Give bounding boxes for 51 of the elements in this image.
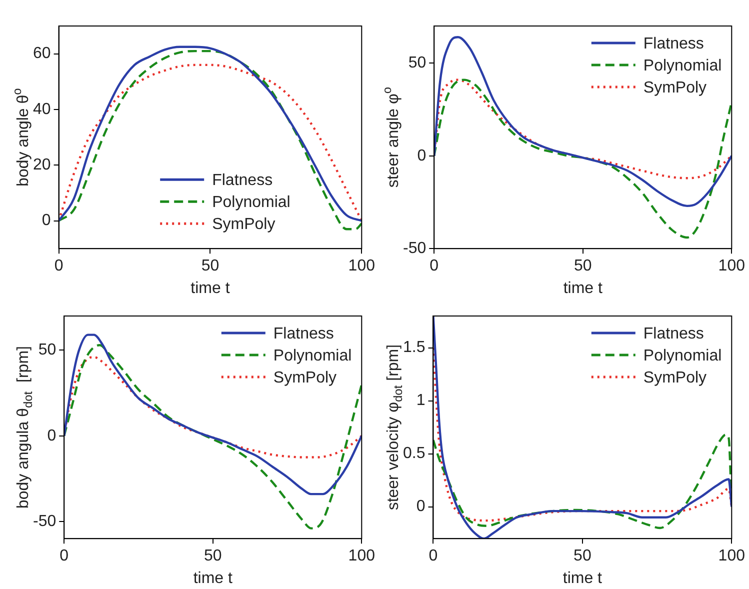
legend-label: Polynomial [643,57,722,74]
legend-label: SymPoly [643,369,707,386]
legend-label: Flatness [643,325,704,342]
y-tick-label: 1 [416,392,426,410]
legend-label: SymPoly [643,79,707,96]
legend-label: SymPoly [212,216,276,234]
y-axis-title: body angula θdot [rpm] [15,346,35,509]
x-axis-title: time t [193,570,233,587]
x-tick-label: 50 [204,548,222,565]
y-axis-title: body angle θo [10,88,32,186]
x-axis-title: time t [562,570,603,587]
legend-label: Flatness [643,35,704,52]
line-series [433,346,732,522]
y-tick-label: 40 [33,100,51,118]
legend-label: Flatness [212,172,273,190]
y-tick-label: -50 [403,240,426,258]
x-axis-title: time t [190,280,230,297]
x-tick-label: 100 [718,258,746,275]
y-tick-label: 50 [408,54,426,72]
x-tick-label: 50 [201,258,220,275]
x-tick-label: 50 [574,548,592,565]
y-tick-label: 60 [33,45,51,62]
x-tick-label: 0 [430,258,439,275]
y-axis-title: steer velocity φdot [rpm] [385,344,405,510]
x-axis-title: time t [563,280,603,297]
x-tick-label: 100 [348,548,376,565]
y-tick-label: 0 [47,427,56,444]
legend-label: Flatness [273,325,334,342]
legend-label: Polynomial [212,194,290,212]
y-tick-label: 1.5 [402,339,426,356]
y-axis-title: steer angle φo [380,86,402,188]
x-tick-label: 50 [574,258,592,275]
y-tick-label: 0.5 [402,445,426,462]
x-tick-label: 100 [718,548,746,565]
y-tick-label: 20 [33,156,51,174]
line-series [434,78,732,180]
line-series [434,78,732,239]
x-tick-label: 0 [60,548,69,565]
y-tick-label: 0 [416,498,426,516]
y-tick-label: 0 [417,147,426,164]
x-tick-label: 0 [428,548,438,565]
line-series [434,36,732,208]
line-series [433,434,732,530]
line-series [64,344,362,530]
legend-label: Polynomial [273,347,352,364]
legend-label: Polynomial [643,347,722,364]
y-tick-label: 50 [38,342,56,359]
legend-label: SymPoly [273,369,337,386]
y-tick-label: 0 [42,212,51,230]
x-tick-label: 100 [348,258,376,275]
y-tick-label: -50 [33,512,56,530]
